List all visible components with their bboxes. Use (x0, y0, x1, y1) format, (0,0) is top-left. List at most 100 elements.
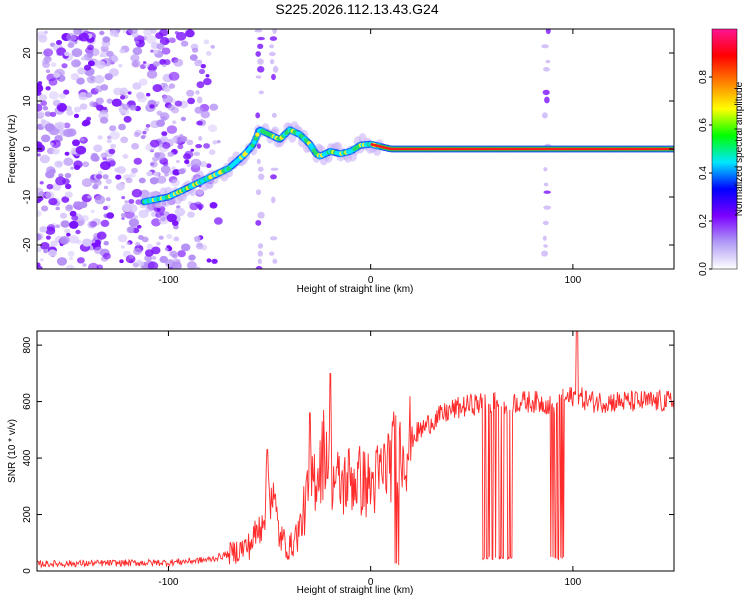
noise-blob (189, 202, 199, 211)
noise-blob (81, 215, 89, 222)
noise-blob (95, 97, 104, 105)
noise-blob (96, 104, 104, 111)
noise-blob (211, 258, 218, 264)
stripe-blob (254, 29, 263, 33)
noise-blob (147, 261, 159, 269)
noise-blob (168, 71, 180, 81)
noise-blob (171, 166, 176, 171)
stripe-blob (255, 51, 261, 57)
noise-blob (137, 94, 147, 103)
noise-blob (172, 169, 181, 176)
noise-blob (66, 232, 71, 237)
noise-blob (46, 224, 56, 232)
noise-blob (64, 172, 72, 179)
snr-xtick-label: -100 (158, 577, 178, 588)
noise-blob (156, 43, 165, 50)
noise-blob (118, 63, 123, 68)
noise-blob (145, 124, 151, 128)
stripe-blob (543, 182, 549, 187)
noise-blob (100, 219, 110, 227)
noise-blob (94, 195, 106, 205)
noise-blob (180, 40, 189, 47)
noise-blob (168, 83, 176, 89)
noise-blob (135, 242, 141, 247)
noise-blob (122, 203, 133, 213)
colorbar-tick-label: 0.0 (698, 262, 709, 276)
noise-blob (132, 61, 139, 68)
spectrogram-marks (37, 29, 674, 269)
snr-ytick-label: 200 (22, 506, 33, 523)
noise-blob (75, 145, 87, 155)
noise-blob (43, 249, 49, 254)
stripe-blob (542, 220, 549, 226)
noise-blob (37, 144, 45, 153)
noise-blob (186, 163, 192, 168)
noise-blob (133, 131, 140, 138)
noise-blob (56, 257, 68, 266)
noise-blob (45, 86, 51, 91)
noise-blob (74, 164, 81, 170)
noise-blob (99, 30, 105, 36)
noise-blob (113, 87, 123, 96)
noise-blob (146, 171, 153, 177)
noise-blob (102, 174, 109, 180)
noise-blob (67, 42, 75, 48)
noise-blob (55, 121, 66, 130)
noise-blob (186, 139, 194, 146)
noise-blob (123, 115, 132, 123)
noise-blob (103, 185, 109, 190)
spec-ytick-label: 20 (22, 47, 33, 59)
noise-blob (200, 63, 206, 69)
noise-blob (108, 148, 116, 155)
noise-blob (212, 140, 218, 145)
noise-blob (173, 236, 180, 242)
stripe-blob (257, 36, 265, 41)
stripe-blob (269, 44, 274, 49)
spec-ytick-label: 0 (22, 146, 33, 152)
noise-blob (87, 52, 94, 58)
stripe-blob (542, 235, 547, 241)
spec-ytick-label: 10 (22, 95, 33, 107)
noise-blob (90, 209, 95, 213)
stripe-blob (196, 96, 203, 104)
noise-blob (124, 200, 129, 204)
noise-blob (63, 128, 74, 138)
noise-blob (65, 183, 72, 190)
noise-blob (37, 81, 43, 85)
ridge-core (255, 132, 260, 137)
stripe-blob (257, 258, 262, 265)
noise-blob (210, 45, 215, 49)
noise-blob (106, 50, 114, 57)
noise-blob (40, 119, 46, 124)
noise-blob (160, 165, 171, 174)
stripe-blob (269, 236, 278, 241)
noise-blob (131, 167, 138, 174)
noise-blob (150, 49, 155, 53)
stripe-blob (271, 73, 276, 81)
noise-blob (122, 153, 129, 159)
noise-blob (143, 29, 153, 36)
noise-blob (176, 160, 180, 163)
noise-blob (156, 119, 165, 127)
stripe-blob (257, 58, 264, 65)
stripe-blob (194, 235, 201, 241)
ridge-core (252, 140, 257, 145)
stripe-blob (541, 44, 549, 49)
noise-blob (144, 127, 150, 132)
stripe-blob (269, 51, 276, 57)
noise-blob (40, 100, 47, 106)
noise-blob (194, 106, 204, 114)
noise-blob (119, 48, 126, 54)
stripe-blob (257, 250, 263, 257)
stripe-blob (545, 29, 551, 35)
noise-blob (73, 29, 82, 35)
stripe-blob (258, 90, 264, 95)
noise-blob (67, 250, 75, 257)
stripe-blob (198, 136, 203, 141)
noise-blob (64, 228, 71, 234)
noise-blob (149, 139, 160, 148)
spec-ytick-label: -10 (22, 189, 33, 204)
noise-blob (154, 152, 161, 158)
noise-blob (170, 137, 178, 143)
noise-blob (48, 91, 59, 100)
